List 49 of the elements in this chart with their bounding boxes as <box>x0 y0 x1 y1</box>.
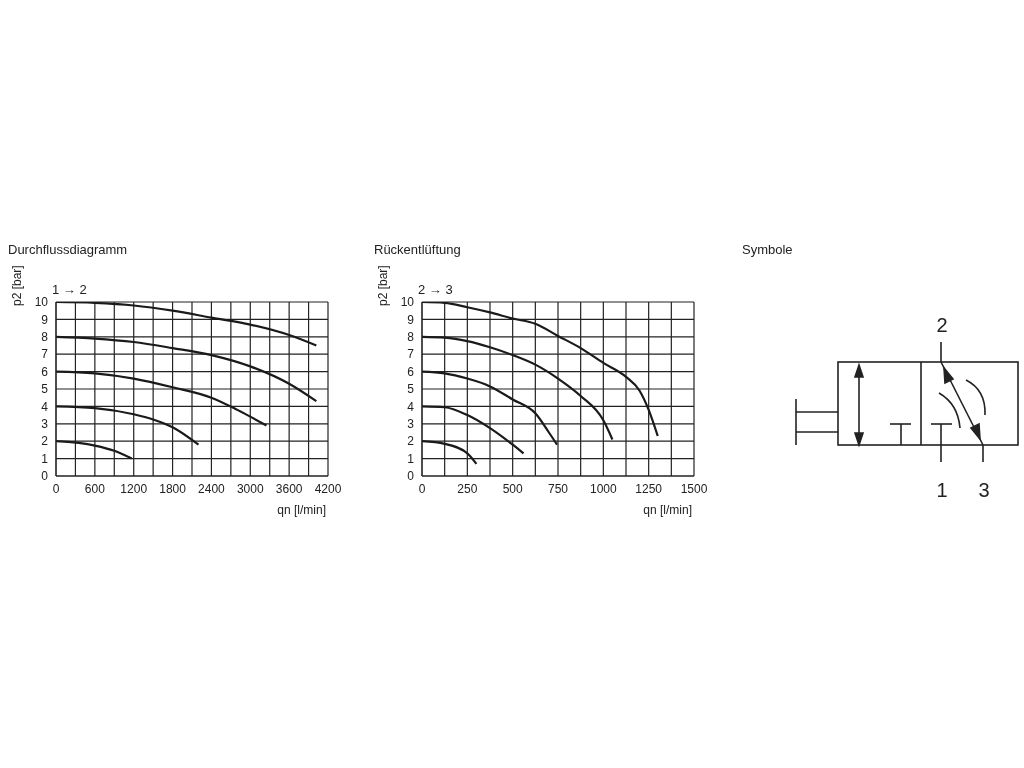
y-tick-label: 5 <box>407 382 415 397</box>
chart-title: Rückentlüftung <box>374 242 461 257</box>
chart-subtitle: 1 → 2 <box>52 282 88 297</box>
chart-subtitle: 2 → 3 <box>418 282 454 297</box>
y-tick-label: 2 <box>407 434 415 449</box>
y-axis-title: p2 [bar] <box>375 265 390 306</box>
y-tick-label: 1 <box>41 451 49 466</box>
text: 3 <box>978 479 990 501</box>
text: 1 <box>936 479 948 501</box>
y-tick-label: 8 <box>41 330 49 345</box>
x-tick-label: 500 <box>502 481 523 496</box>
y-axis-title: p2 [bar] <box>9 265 24 306</box>
x-tick-label: 250 <box>457 481 478 496</box>
x-tick-label: 600 <box>84 481 106 496</box>
x-tick-label: 3000 <box>236 481 264 496</box>
y-tick-label: 9 <box>407 312 415 327</box>
y-tick-label: 5 <box>41 382 49 397</box>
text: Symbole <box>742 242 794 259</box>
y-tick-label: 7 <box>41 347 49 362</box>
y-tick-label: 1 <box>407 451 415 466</box>
x-tick-label: 1800 <box>159 481 187 496</box>
y-tick-label: 3 <box>41 417 49 432</box>
y-tick-label: 6 <box>41 364 49 379</box>
chart-title: Durchflussdiagramm <box>8 242 128 257</box>
y-tick-label: 10 <box>34 295 49 310</box>
x-tick-label: 1000 <box>589 481 617 496</box>
x-tick-label: 2400 <box>198 481 226 496</box>
x-tick-label: 750 <box>547 481 569 496</box>
x-tick-label: 0 <box>52 481 60 496</box>
text: 2 <box>936 314 948 336</box>
x-tick-label: 1500 <box>680 481 708 496</box>
y-tick-label: 9 <box>41 312 49 327</box>
x-tick-label: 0 <box>418 481 426 496</box>
x-tick-label: 3600 <box>275 481 303 496</box>
x-tick-label: 1250 <box>635 481 663 496</box>
y-tick-label: 4 <box>407 399 415 414</box>
x-tick-label: 1200 <box>120 481 148 496</box>
x-axis-title: qn [l/min] <box>277 503 326 517</box>
x-tick-label: 4200 <box>314 481 342 496</box>
y-tick-label: 4 <box>41 399 49 414</box>
y-tick-label: 10 <box>400 295 415 310</box>
x-axis-title: qn [l/min] <box>643 503 692 517</box>
y-tick-label: 0 <box>41 469 49 484</box>
y-tick-label: 6 <box>407 364 415 379</box>
y-tick-label: 7 <box>407 347 415 362</box>
y-tick-label: 2 <box>41 434 49 449</box>
y-tick-label: 8 <box>407 330 415 345</box>
y-tick-label: 3 <box>407 417 415 432</box>
y-tick-label: 0 <box>407 469 415 484</box>
